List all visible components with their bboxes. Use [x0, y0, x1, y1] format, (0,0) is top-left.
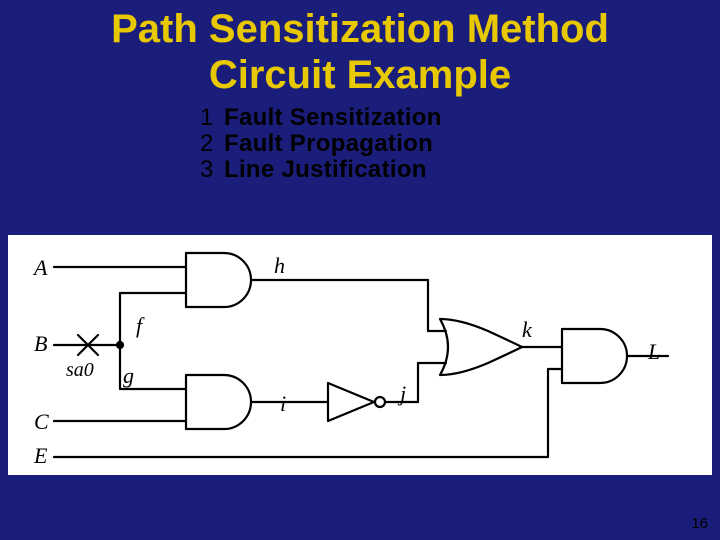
step-number: 2 — [200, 130, 224, 158]
wire-j — [385, 363, 446, 402]
signal-f: f — [136, 313, 142, 339]
step-number: 3 — [200, 156, 224, 184]
page-title: Path Sensitization Method Circuit Exampl… — [0, 0, 720, 98]
step-label: Fault Propagation — [224, 130, 433, 158]
input-label-A: A — [34, 255, 47, 281]
and-gate-L — [562, 329, 627, 383]
signal-i: i — [280, 391, 286, 417]
list-item: 1 Fault Sensitization — [200, 104, 720, 132]
wire-f — [120, 293, 186, 345]
not-bubble-j — [375, 397, 385, 407]
and-gate-h — [186, 253, 251, 307]
circuit-diagram: A B C E f g h i j k L sa0 — [8, 235, 712, 475]
list-item: 2 Fault Propagation — [200, 130, 720, 158]
input-label-E: E — [34, 443, 47, 469]
step-label: Line Justification — [224, 156, 427, 184]
steps-list: 1 Fault Sensitization 2 Fault Propagatio… — [200, 104, 720, 184]
step-label: Fault Sensitization — [224, 104, 442, 132]
and-gate-i — [186, 375, 251, 429]
or-gate-k — [440, 319, 522, 375]
signal-L: L — [648, 339, 660, 365]
input-label-C: C — [34, 409, 49, 435]
fault-label: sa0 — [66, 359, 94, 382]
circuit-svg — [8, 235, 712, 475]
title-line-2: Circuit Example — [0, 52, 720, 98]
not-gate-j — [328, 383, 374, 421]
signal-k: k — [522, 317, 532, 343]
signal-j: j — [400, 381, 406, 407]
title-line-1: Path Sensitization Method — [0, 6, 720, 52]
signal-g: g — [123, 363, 134, 389]
input-label-B: B — [34, 331, 47, 357]
page-number: 16 — [691, 515, 708, 532]
step-number: 1 — [200, 104, 224, 132]
signal-h: h — [274, 253, 285, 279]
list-item: 3 Line Justification — [200, 156, 720, 184]
